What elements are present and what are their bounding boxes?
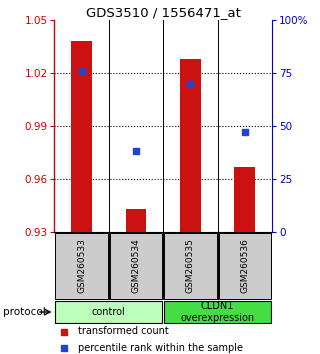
Bar xyxy=(164,301,271,323)
Bar xyxy=(164,233,217,299)
Text: GSM260533: GSM260533 xyxy=(77,239,86,293)
Bar xyxy=(110,233,162,299)
Bar xyxy=(55,233,108,299)
Bar xyxy=(219,233,271,299)
Text: GSM260535: GSM260535 xyxy=(186,239,195,293)
Title: GDS3510 / 1556471_at: GDS3510 / 1556471_at xyxy=(86,6,241,19)
Text: GSM260536: GSM260536 xyxy=(240,239,249,293)
Bar xyxy=(71,41,92,232)
Text: transformed count: transformed count xyxy=(78,326,169,337)
Text: CLDN1
overexpression: CLDN1 overexpression xyxy=(180,301,255,323)
Bar xyxy=(180,59,201,232)
Text: protocol: protocol xyxy=(3,307,46,317)
Bar xyxy=(55,301,162,323)
Text: percentile rank within the sample: percentile rank within the sample xyxy=(78,343,244,353)
Text: GSM260534: GSM260534 xyxy=(132,239,140,293)
Bar xyxy=(126,209,146,232)
Bar xyxy=(235,167,255,232)
Text: control: control xyxy=(92,307,126,317)
